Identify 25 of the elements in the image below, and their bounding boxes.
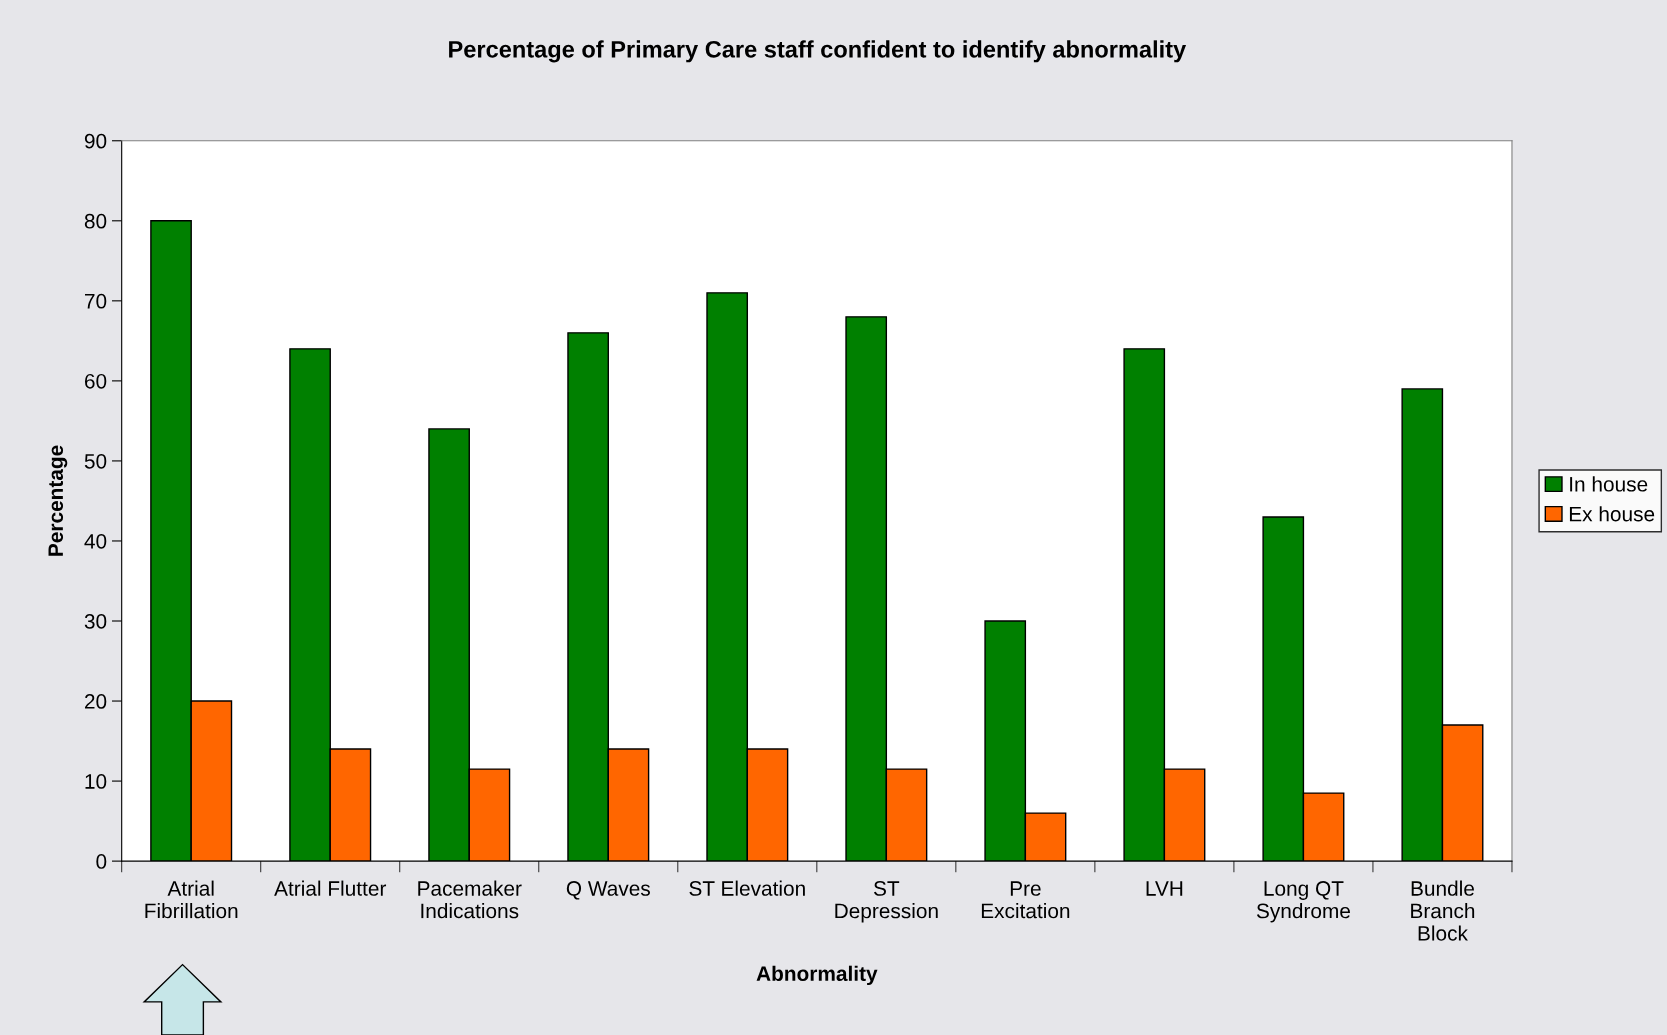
chart-title: Percentage of Primary Care staff confident to identify abnormality [449,40,1187,63]
x-tick-label: LVH [1146,881,1183,896]
y-tick-label: 30 [84,614,107,629]
y-tick-label: 20 [84,694,107,709]
y-tick-label: 70 [85,293,107,309]
legend-label: In house [1570,476,1648,492]
x-tick-label: Bundle Branch Block [1411,880,1475,941]
y-tick-label: 60 [85,373,107,389]
x-tick-label: Pacemaker Indications [418,880,522,919]
y-tick-label: 90 [84,133,107,149]
y-axis-title: Percentage [48,445,68,556]
x-tick-label: Atrial Flutter [274,880,387,896]
x-axis-title: Abnormality [756,965,878,986]
y-tick-label: 10 [85,774,107,789]
x-tick-label: ST Elevation [689,880,805,896]
y-tick-label: 50 [84,453,107,469]
x-tick-label: ST Depression [835,881,938,923]
y-tick-label: 80 [84,213,107,229]
x-tick-label: Long QT Syndrome [1256,881,1350,923]
x-tick-label: Pre Excitation [981,881,1070,919]
legend-label: Ex house [1569,506,1655,522]
y-tick-label: 40 [84,533,107,549]
y-tick-label: 0 [96,854,107,869]
x-tick-label: Atrial Fibrillation [145,880,238,919]
x-tick-label: Q Waves [566,881,650,900]
